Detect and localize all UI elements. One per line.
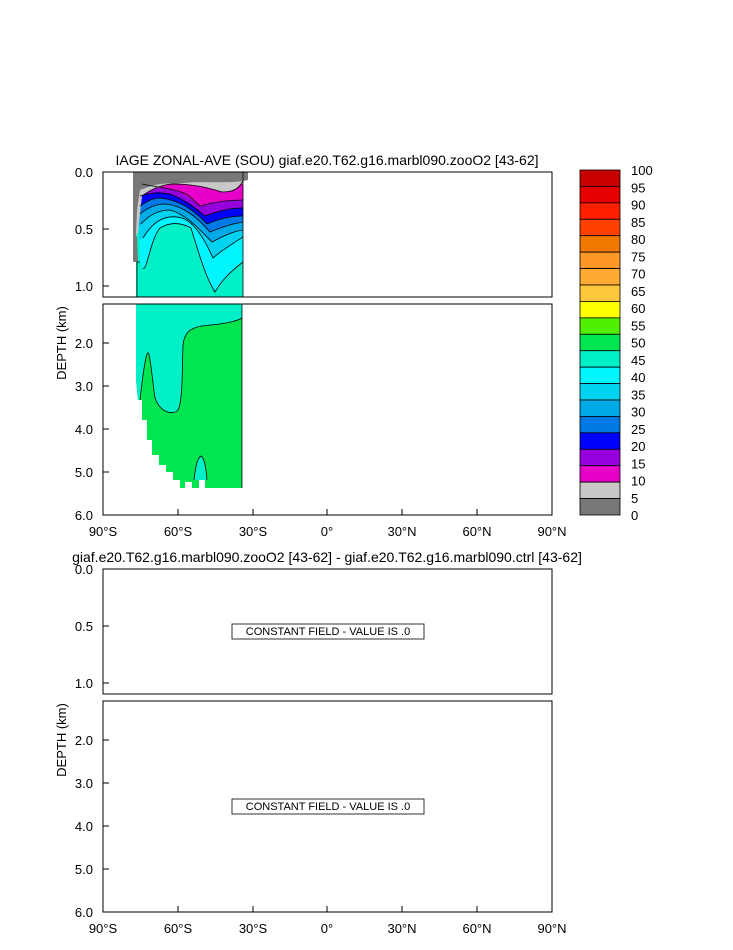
plot1-ytick-1: 0.5 — [75, 222, 93, 237]
plot2-ytick-1: 0.5 — [75, 619, 93, 634]
plot2-xtick-1: 60°S — [164, 921, 193, 936]
plot1-xtick-5: 60°N — [462, 524, 491, 539]
colorbar-swatch-16 — [579, 432, 621, 450]
colorbar-label-10: 50 — [631, 336, 645, 351]
annotation-upper: CONSTANT FIELD - VALUE IS .0 — [246, 626, 410, 638]
annotation-box-lower — [231, 798, 425, 815]
annotation-box-upper — [231, 623, 425, 640]
colorbar-label-4: 80 — [631, 232, 645, 247]
plot1-ytick-5: 4.0 — [75, 422, 93, 437]
plot2-xtick-2: 30°S — [239, 921, 268, 936]
plot2-xtick-3: 0° — [321, 921, 333, 936]
colorbar-swatch-2 — [579, 202, 621, 220]
plot2-xtick-5: 60°N — [462, 921, 491, 936]
plot2-ytick-0: 0.0 — [75, 562, 93, 577]
colorbar-label-7: 65 — [631, 284, 645, 299]
plot1-xtick-2: 30°S — [239, 524, 268, 539]
colorbar-label-0: 100 — [631, 163, 653, 178]
colorbar-label-18: 10 — [631, 474, 645, 489]
plot1-title: IAGE ZONAL-AVE (SOU) giaf.e20.T62.g16.ma… — [115, 152, 538, 168]
plot1-xtick-3: 0° — [321, 524, 333, 539]
colorbar-label-3: 85 — [631, 215, 645, 230]
plot1-xtick-1: 60°S — [164, 524, 193, 539]
colorbar-swatch-11 — [579, 350, 621, 368]
colorbar-swatch-20 — [579, 498, 621, 516]
plot2-xtick-0: 90°S — [89, 921, 118, 936]
colorbar-swatch-17 — [579, 448, 621, 467]
plot1-lower-field — [136, 304, 242, 490]
plot1-ytick-3: 2.0 — [75, 336, 93, 351]
colorbar-swatch-6 — [579, 268, 621, 286]
colorbar-swatch-3 — [579, 218, 621, 237]
plot1-xtick-4: 30°N — [387, 524, 416, 539]
colorbar-label-5: 75 — [631, 249, 645, 264]
colorbar-swatch-0 — [579, 169, 621, 187]
colorbar-label-6: 70 — [631, 267, 645, 282]
colorbar-label-13: 35 — [631, 387, 645, 402]
colorbar-label-17: 15 — [631, 456, 645, 471]
field-lower-white-notch — [199, 480, 205, 490]
plot1-ytick-2: 1.0 — [75, 279, 93, 294]
plot1-ytick-7: 6.0 — [75, 508, 93, 523]
colorbar-swatch-13 — [579, 383, 621, 401]
field-lower-45-band — [136, 304, 242, 413]
plot1-lower-contours — [139, 304, 243, 488]
colorbar-label-8: 60 — [631, 301, 645, 316]
colorbar-swatch-9 — [579, 317, 621, 335]
plot1-upper-frame — [102, 171, 553, 298]
colorbar-swatch-7 — [579, 284, 621, 302]
colorbar: 1009590858075706560555045403530252015105… — [579, 163, 653, 523]
plot1-xtick-6: 90°N — [537, 524, 566, 539]
plot2-xtick-4: 30°N — [387, 921, 416, 936]
field-edge-dark — [133, 236, 138, 262]
plot1-ticks — [102, 171, 553, 516]
plot1-upper-contours — [136, 172, 244, 297]
plot2-ticks — [102, 568, 553, 913]
plot1-ytick-4: 3.0 — [75, 379, 93, 394]
annotation-lower: CONSTANT FIELD - VALUE IS .0 — [246, 801, 410, 813]
colorbar-label-19: 5 — [631, 491, 638, 506]
plot1-upper-field — [133, 172, 248, 297]
colorbar-label-16: 20 — [631, 439, 645, 454]
colorbar-swatch-4 — [579, 235, 621, 253]
plot2-ytick-7: 6.0 — [75, 905, 93, 920]
colorbar-label-14: 30 — [631, 405, 645, 420]
colorbar-swatch-15 — [579, 416, 621, 434]
colorbar-label-9: 55 — [631, 318, 645, 333]
plot2-upper-frame — [102, 568, 553, 695]
plot2-ytick-2: 1.0 — [75, 676, 93, 691]
colorbar-swatch-19 — [579, 481, 621, 499]
plot2-ytick-4: 3.0 — [75, 776, 93, 791]
plot2-ytick-3: 2.0 — [75, 733, 93, 748]
colorbar-swatch-12 — [579, 366, 621, 384]
plot2-xtick-6: 90°N — [537, 921, 566, 936]
plot1-ylabel: DEPTH (km) — [54, 306, 69, 380]
plot1-ytick-0: 0.0 — [75, 165, 93, 180]
colorbar-label-20: 0 — [631, 508, 638, 523]
colorbar-swatch-1 — [579, 186, 621, 204]
plot2-ytick-5: 4.0 — [75, 819, 93, 834]
colorbar-label-1: 95 — [631, 180, 645, 195]
colorbar-swatch-5 — [579, 251, 621, 269]
colorbar-label-2: 90 — [631, 198, 645, 213]
plot1-xtick-0: 90°S — [89, 524, 118, 539]
colorbar-swatch-10 — [579, 333, 621, 352]
colorbar-swatch-14 — [579, 399, 621, 417]
field-0-band — [133, 172, 248, 262]
colorbar-label-11: 45 — [631, 353, 645, 368]
colorbar-swatch-8 — [579, 301, 621, 319]
plot2-ylabel: DEPTH (km) — [54, 703, 69, 777]
colorbar-label-15: 25 — [631, 422, 645, 437]
plot1-ytick-6: 5.0 — [75, 465, 93, 480]
colorbar-label-12: 40 — [631, 370, 645, 385]
colorbar-swatch-18 — [579, 465, 621, 483]
plot2-title: giaf.e20.T62.g16.marbl090.zooO2 [43-62] … — [72, 549, 582, 565]
plot2-ytick-6: 5.0 — [75, 862, 93, 877]
